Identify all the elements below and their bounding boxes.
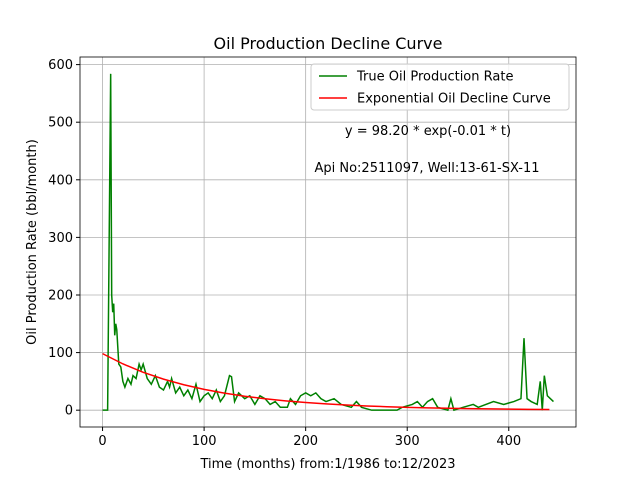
legend-label: Exponential Oil Decline Curve — [357, 92, 551, 107]
legend-label: True Oil Production Rate — [356, 70, 513, 85]
y-tick-label: 0 — [65, 404, 73, 419]
y-tick-label: 600 — [48, 58, 73, 73]
y-axis-label: Oil Production Rate (bbl/month) — [25, 139, 40, 345]
annotation: y = 98.20 * exp(-0.01 * t) — [345, 124, 511, 139]
data-line — [102, 73, 554, 412]
data-line — [102, 352, 550, 411]
plot-frame — [79, 56, 577, 428]
y-tick-label: 200 — [48, 288, 73, 303]
x-tick-label: 300 — [395, 434, 420, 449]
x-tick-label: 100 — [192, 434, 217, 449]
x-axis-label: Time (months) from:1/1986 to:12/2023 — [199, 457, 455, 472]
legend-box — [310, 63, 570, 111]
annotation: Api No:2511097, Well:13-61-SX-11 — [314, 161, 539, 176]
y-tick-label: 500 — [48, 116, 73, 131]
y-tick-label: 300 — [48, 231, 73, 246]
x-tick-label: 0 — [98, 434, 106, 449]
y-tick-label: 100 — [48, 346, 73, 361]
y-tick-label: 400 — [48, 173, 73, 188]
chart-title: Oil Production Decline Curve — [214, 34, 443, 53]
x-tick-label: 400 — [496, 434, 521, 449]
x-tick-label: 200 — [293, 434, 318, 449]
